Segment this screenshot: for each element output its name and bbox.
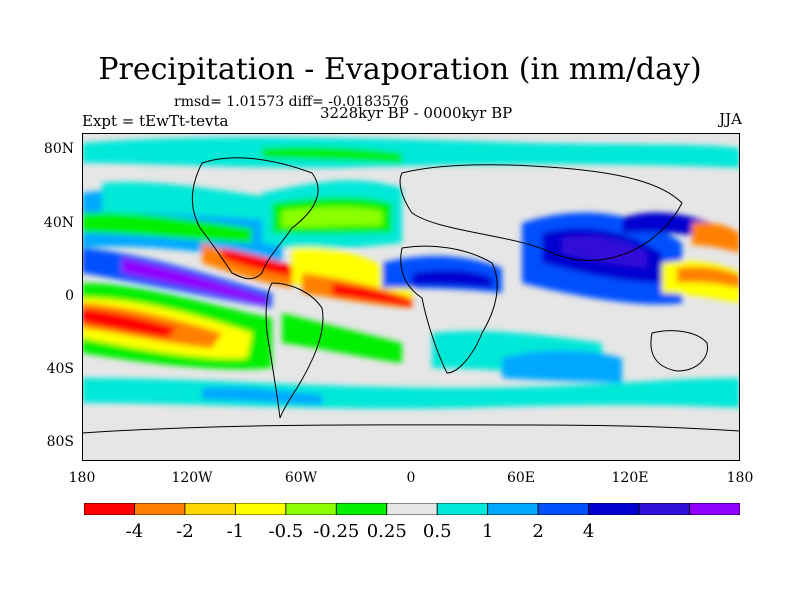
colorbar-swatch: [386, 503, 438, 515]
lon-label: 0: [406, 470, 416, 486]
colorbar-swatch: [234, 503, 287, 515]
colorbar-swatch: [537, 503, 590, 515]
colorbar-swatch: [588, 503, 640, 515]
colorbar-swatch: [84, 503, 135, 515]
eurasia-outline: [399, 164, 683, 261]
lat-label: 80S: [46, 434, 74, 450]
colorbar-label: 2: [532, 521, 544, 542]
colorbar-label: -0.5: [268, 521, 304, 542]
lon-label: 60E: [506, 470, 536, 486]
period-label: 3228kyr BP - 0000kyr BP: [320, 104, 513, 122]
lon-label: 60W: [284, 470, 318, 486]
colorbar-label: -4: [125, 521, 144, 542]
experiment-label: Expt = tEwTt-tevta: [82, 112, 229, 130]
colorbar-swatch: [436, 503, 489, 515]
colorbar-label: 4: [582, 521, 595, 542]
colorbar-label: 0.25: [366, 521, 407, 542]
map-title: Precipitation - Evaporation (in mm/day): [98, 52, 702, 87]
north-america-outline: [191, 157, 319, 280]
lon-label: 180: [726, 470, 754, 486]
colorbar-label: -0.25: [313, 521, 360, 542]
south-america-outline: [265, 282, 324, 419]
colorbar-swatch: [487, 503, 539, 515]
lon-label: 120W: [171, 470, 213, 486]
colorbar-label: -1: [226, 521, 245, 542]
field-shading: [82, 137, 740, 409]
coastlines: [82, 157, 740, 434]
season-label: JJA: [719, 110, 742, 128]
lon-label: 120E: [611, 470, 649, 486]
colorbar-label: -2: [176, 521, 194, 542]
antarctica-outline: [82, 424, 740, 434]
colorbar-swatch: [689, 503, 740, 515]
lat-label: 80N: [43, 141, 74, 157]
colorbar-swatch: [335, 503, 388, 515]
colorbar-swatch: [134, 503, 186, 515]
stats-text: rmsd= 1.01573 diff= -0.0183576: [174, 94, 409, 110]
precip-evap-map: [82, 133, 740, 461]
colorbar-label: 0.5: [422, 521, 452, 542]
colorbar-swatch: [285, 503, 337, 515]
colorbar-swatch: [184, 503, 236, 515]
africa-outline: [400, 245, 498, 374]
lon-label: 180: [68, 470, 96, 486]
lat-label: 0: [65, 288, 74, 304]
lat-label: 40S: [46, 361, 74, 377]
australia-outline: [650, 330, 708, 372]
colorbar-label: 1: [481, 521, 494, 542]
map-frame: [82, 133, 740, 461]
colorbar: [84, 503, 740, 515]
colorbar-swatch: [638, 503, 690, 515]
lat-label: 40N: [43, 215, 74, 231]
